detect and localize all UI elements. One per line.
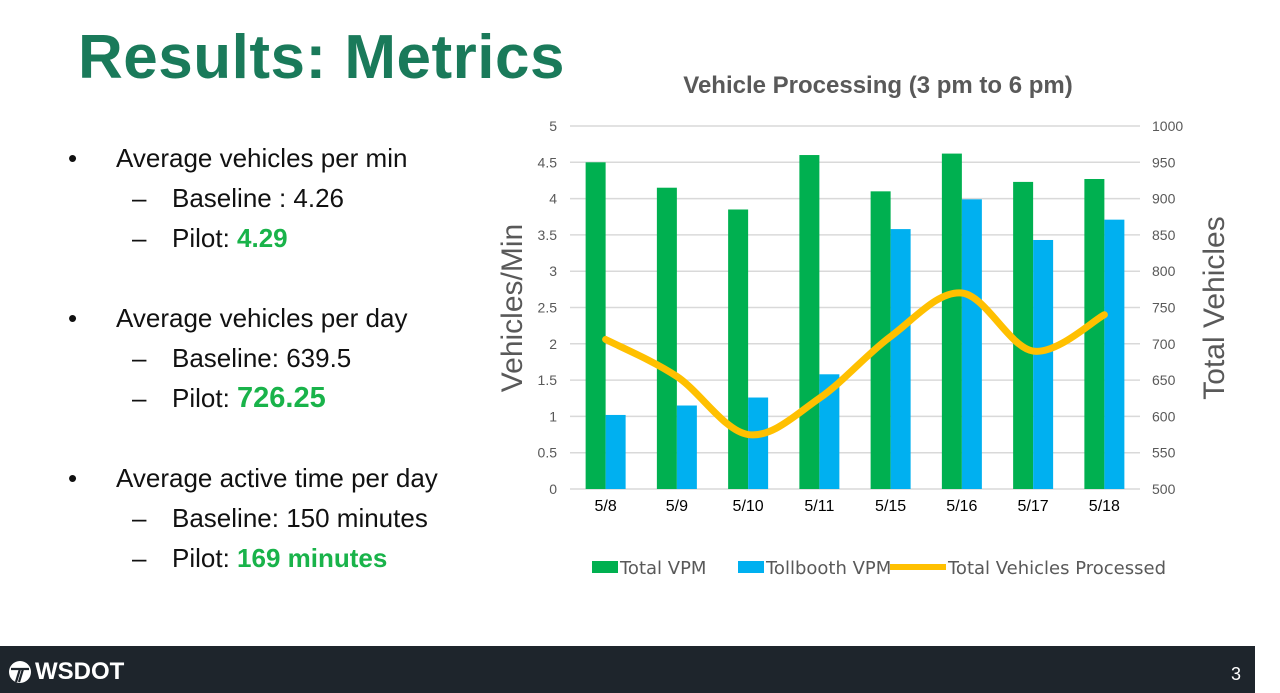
x-tick-label: 5/16 [946, 498, 977, 515]
x-tick-label: 5/17 [1018, 498, 1049, 515]
y-tick-label: 0.5 [538, 445, 558, 461]
tollbooth-vpm-bar [1104, 219, 1125, 490]
y2-axis-label: Total Vehicles [1198, 216, 1231, 399]
y-tick-label: 2.5 [538, 300, 558, 316]
x-tick-label: 5/9 [666, 498, 688, 515]
tollbooth-vpm-bar [748, 397, 769, 489]
baseline-value: 639.5 [286, 343, 352, 373]
y-tick-label: 3.5 [538, 227, 558, 243]
sub-label: Pilot: [172, 383, 238, 413]
dash: – [132, 383, 147, 413]
dash: – [132, 543, 147, 573]
tollbooth-vpm-bar [890, 229, 911, 490]
total-vpm-bar [941, 153, 962, 489]
sub-label: Baseline : [172, 183, 294, 213]
y-tick-label: 4.5 [538, 154, 558, 170]
bullet-label: Average vehicles per min [116, 143, 408, 173]
x-tick-label: 5/15 [875, 498, 906, 515]
y2-tick-label: 850 [1152, 227, 1176, 243]
legend-label: Total VPM [619, 558, 706, 579]
total-vehicles-line [602, 289, 1108, 439]
y2-tick-label: 500 [1152, 481, 1176, 497]
y-axis-label: Vehicles/Min [496, 224, 529, 392]
vehicle-processing-chart: Vehicle Processing (3 pm to 6 pm) 0 0.5 1 1.… [496, 72, 1231, 579]
sub-label: Baseline: [172, 343, 287, 373]
y2-tick-label: 800 [1152, 263, 1176, 279]
bullet-dot: • [68, 463, 78, 493]
y-tick-label: 0 [549, 481, 557, 497]
pilot-value: 4.29 [237, 223, 288, 253]
legend-swatch-0 [592, 561, 618, 573]
pilot-value: 169 minutes [237, 543, 388, 573]
wsdot-logo: WSDOT [8, 658, 124, 686]
baseline-value: 4.26 [293, 183, 345, 213]
slide-title: Results: Metrics [78, 23, 565, 92]
x-tick-label: 5/10 [733, 498, 764, 515]
y-tick-label: 1 [549, 408, 557, 424]
sub-label: Pilot: [172, 543, 238, 573]
total-vpm-bar [728, 209, 749, 490]
total-vpm-bar [1084, 178, 1105, 490]
dash: – [132, 503, 147, 533]
total-vpm-bar [799, 155, 820, 490]
dash: – [132, 223, 147, 253]
y2-tick-label: 950 [1152, 154, 1176, 170]
logo-text: WSDOT [35, 658, 125, 685]
legend-label: Tollbooth VPM [765, 558, 891, 579]
y-tick-label: 4 [549, 191, 557, 207]
y-tick-label: 5 [549, 118, 557, 134]
bullet-dot: • [68, 303, 78, 333]
baseline-value: 150 minutes [286, 503, 428, 533]
total-vpm-bar [1013, 181, 1034, 490]
dash: – [132, 343, 147, 373]
legend-label: Total Vehicles Processed [947, 558, 1166, 579]
y-tick-label: 2 [549, 336, 557, 352]
tollbooth-vpm-bar [1033, 239, 1054, 489]
y2-tick-label: 550 [1152, 445, 1176, 461]
x-tick-label: 5/8 [595, 498, 617, 515]
total-vpm-bar [585, 162, 606, 490]
y2-tick-label: 900 [1152, 191, 1176, 207]
bullet-label: Average active time per day [116, 463, 438, 493]
page-number: 3 [1230, 664, 1241, 684]
x-tick-label: 5/18 [1089, 498, 1120, 515]
bullet-label: Average vehicles per day [116, 303, 408, 333]
y-tick-label: 1.5 [538, 372, 558, 388]
footer-bar: WSDOT 3 [0, 646, 1255, 693]
y2-tick-label: 650 [1152, 372, 1176, 388]
wsdot-emblem-icon [9, 661, 31, 683]
y2-tick-label: 700 [1152, 336, 1176, 352]
tollbooth-vpm-bar [676, 405, 697, 489]
pilot-value: 726.25 [237, 382, 326, 414]
y2-tick-label: 1000 [1152, 118, 1183, 134]
x-tick-label: 5/11 [804, 498, 834, 515]
tollbooth-vpm-bar [961, 199, 982, 490]
tollbooth-vpm-bar [605, 414, 626, 489]
tollbooth-vpm-bar [819, 374, 840, 489]
total-vpm-bar [656, 187, 677, 489]
y2-tick-label: 750 [1152, 300, 1176, 316]
chart-title: Vehicle Processing (3 pm to 6 pm) [683, 72, 1072, 99]
legend-swatch-1 [738, 561, 764, 573]
dash: – [132, 183, 147, 213]
sub-label: Baseline: [172, 503, 287, 533]
y-tick-label: 3 [549, 263, 557, 279]
sub-label: Pilot: [172, 223, 238, 253]
bullet-dot: • [68, 143, 78, 173]
y2-tick-label: 600 [1152, 408, 1176, 424]
